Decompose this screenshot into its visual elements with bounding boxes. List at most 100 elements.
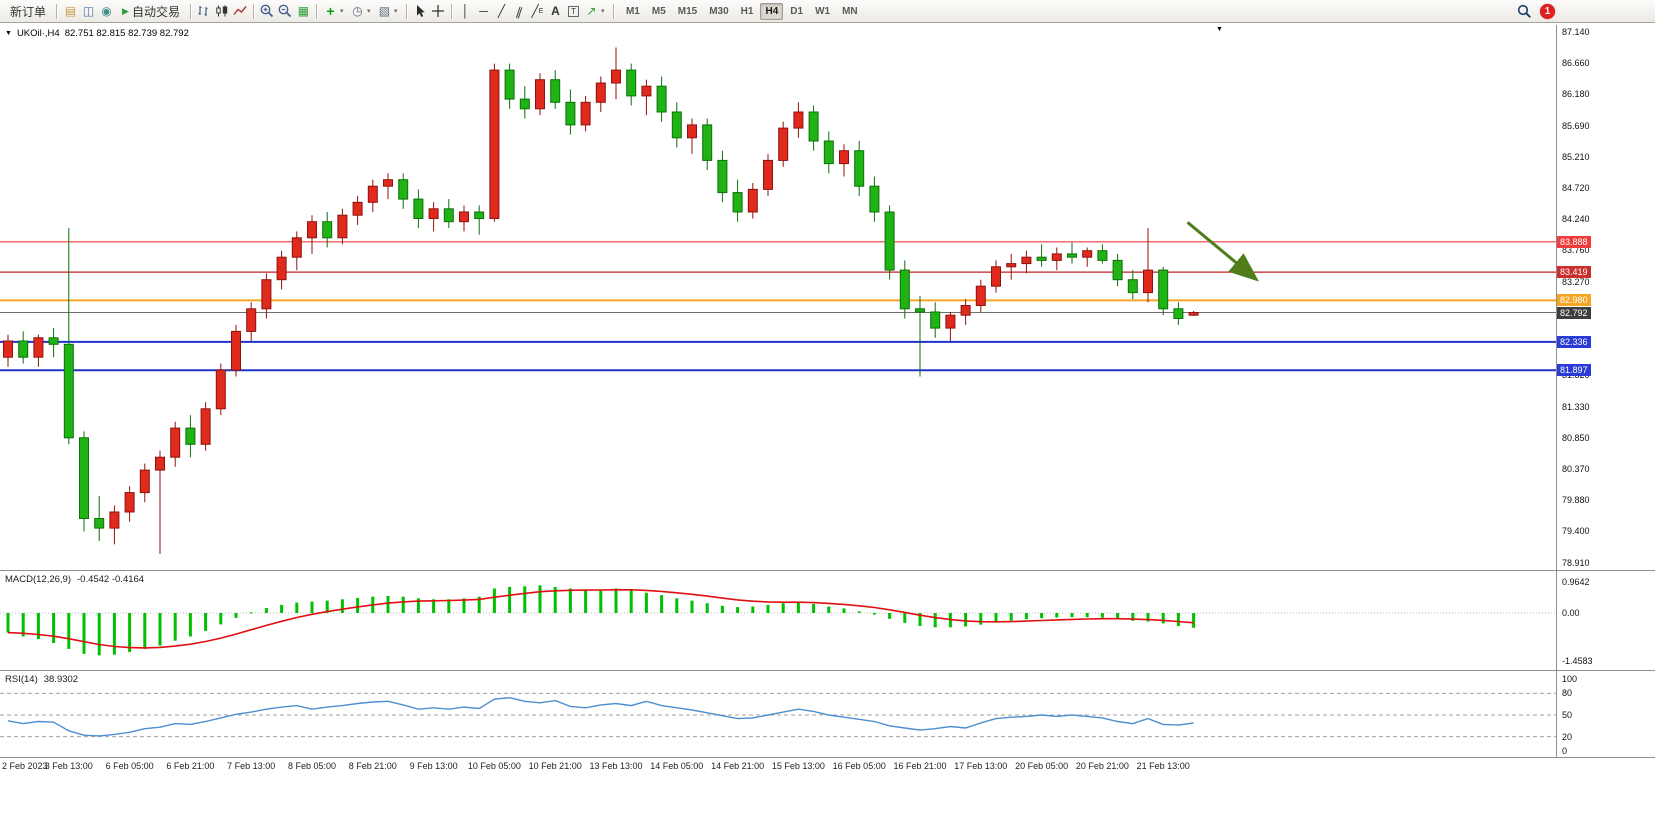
chevron-down-icon[interactable]: ▾: [600, 8, 605, 15]
main-chart-canvas[interactable]: [0, 25, 1556, 570]
price-tag: 83.888: [1557, 235, 1591, 248]
candle: [778, 127, 789, 161]
timeframe-button-m5[interactable]: M5: [647, 3, 671, 20]
new-chart-icon[interactable]: ▤: [64, 4, 77, 18]
macd-histogram-bar: [1192, 613, 1196, 628]
time-axis-label: 17 Feb 13:00: [954, 761, 1008, 771]
channel-icon[interactable]: ∥: [514, 3, 525, 19]
symbol-period-label: UKOil·,H4: [16, 28, 60, 39]
ohlc-toggle-icon[interactable]: ▼: [5, 30, 12, 37]
timeframe-button-w1[interactable]: W1: [810, 3, 835, 20]
rsi-panel-canvas[interactable]: [0, 671, 1556, 757]
horizontal-line-icon[interactable]: ─: [479, 4, 488, 18]
zoom-out-icon[interactable]: [277, 2, 294, 21]
arrows-icon[interactable]: ↗: [586, 4, 597, 18]
chevron-down-icon[interactable]: ▾: [393, 8, 398, 15]
candle: [246, 308, 257, 332]
macd-panel-canvas[interactable]: [0, 571, 1556, 670]
candle: [1112, 259, 1123, 281]
timeframe-button-d1[interactable]: D1: [785, 3, 808, 20]
candle: [307, 221, 317, 239]
rsi-line: [7, 696, 1194, 737]
macd-axis-label: -1.4583: [1562, 655, 1593, 666]
price-axis-label: 80.370: [1562, 463, 1590, 474]
main-toolbar: 新订单 ▤ ◫ ◉ ▶ 自动交易 ▦ + ▾ ◷ ▾ ▧ ▾ │ ─ ╱ ∥ ╱…: [0, 0, 1655, 23]
macd-name: MACD(12,26,9): [5, 574, 71, 585]
price-axis-label: 86.180: [1562, 88, 1590, 99]
macd-axis-label: 0.00: [1562, 608, 1580, 618]
time-axis-label: 21 Feb 13:00: [1136, 761, 1190, 771]
candle: [1036, 256, 1047, 261]
candle: [185, 427, 196, 445]
timeframe-button-m30[interactable]: M30: [704, 3, 733, 20]
chevron-down-icon[interactable]: ▾: [339, 8, 344, 15]
candle: [322, 221, 333, 239]
play-icon: ▶: [122, 5, 129, 16]
candle: [580, 101, 591, 126]
macd-histogram-bar: [128, 613, 132, 653]
macd-histogram-bar: [52, 613, 56, 643]
macd-values: -0.4542 -0.4164: [77, 574, 145, 585]
macd-histogram-bar: [1146, 613, 1150, 622]
notification-badge[interactable]: 1: [1540, 3, 1555, 19]
candle: [337, 214, 348, 239]
macd-histogram-bar: [264, 608, 268, 613]
candle: [869, 185, 880, 213]
timeframe-button-m15[interactable]: M15: [673, 3, 702, 20]
periods-clock-icon[interactable]: ◷: [352, 4, 363, 18]
text-label-icon[interactable]: T: [565, 2, 582, 21]
candle: [519, 98, 530, 110]
macd-histogram-bar: [751, 606, 755, 613]
time-axis-label: 16 Feb 05:00: [832, 761, 886, 771]
profile-icon[interactable]: ◫: [82, 4, 95, 18]
price-axis-label: 83.270: [1562, 276, 1590, 287]
panel-separator[interactable]: [0, 670, 1655, 671]
candle: [1173, 308, 1184, 319]
search-icon[interactable]: [1516, 2, 1533, 21]
time-axis-label: 15 Feb 13:00: [771, 761, 825, 771]
scroll-to-end-marker[interactable]: ▼: [1216, 26, 1223, 33]
time-axis-label: 10 Feb 05:00: [467, 761, 521, 771]
candle: [687, 124, 697, 139]
timeframe-button-h1[interactable]: H1: [736, 3, 759, 20]
trend-arrow-annotation[interactable]: [1186, 221, 1260, 282]
timeframe-button-mn[interactable]: MN: [837, 3, 863, 20]
macd-histogram-bar: [903, 613, 907, 623]
timeframe-button-m1[interactable]: M1: [621, 3, 645, 20]
price-axis-label: 79.880: [1562, 495, 1590, 506]
auto-trading-button[interactable]: ▶ 自动交易: [116, 2, 186, 21]
candle: [413, 198, 424, 220]
chevron-down-icon[interactable]: ▾: [366, 8, 371, 15]
candle: [1158, 269, 1169, 310]
crosshair-icon[interactable]: [430, 2, 447, 21]
cursor-icon[interactable]: [412, 2, 429, 21]
macd-histogram-bar: [857, 611, 861, 613]
candle: [717, 159, 728, 194]
tile-windows-icon[interactable]: ▦: [297, 4, 310, 18]
indicators-icon[interactable]: +: [326, 3, 335, 19]
macd-histogram-bar: [249, 612, 253, 614]
vertical-line-icon[interactable]: │: [461, 4, 470, 18]
timeframe-button-h4[interactable]: H4: [760, 2, 784, 20]
template-icon[interactable]: ▧: [378, 4, 391, 18]
price-axis-label: 80.850: [1562, 432, 1590, 443]
candlestick-chart-icon[interactable]: [214, 2, 231, 21]
new-order-button[interactable]: 新订单: [4, 2, 52, 21]
zoom-in-icon[interactable]: [259, 2, 276, 21]
bar-chart-icon[interactable]: [196, 2, 213, 21]
macd-histogram-bar: [796, 602, 800, 613]
candle: [459, 211, 469, 223]
candle: [702, 124, 713, 161]
toolbar-separator: [315, 3, 318, 19]
trendline-icon[interactable]: ╱: [497, 4, 506, 18]
candle: [261, 279, 272, 310]
line-chart-icon[interactable]: [232, 2, 249, 21]
navigator-icon[interactable]: ◉: [101, 4, 112, 18]
candle: [383, 179, 393, 187]
price-axis-label: 83.760: [1562, 245, 1590, 256]
candle: [747, 188, 758, 213]
fibonacci-icon[interactable]: ╱ E: [531, 4, 544, 18]
macd-histogram-bar: [918, 613, 922, 626]
panel-separator[interactable]: [0, 570, 1655, 571]
text-icon[interactable]: A: [551, 4, 560, 18]
